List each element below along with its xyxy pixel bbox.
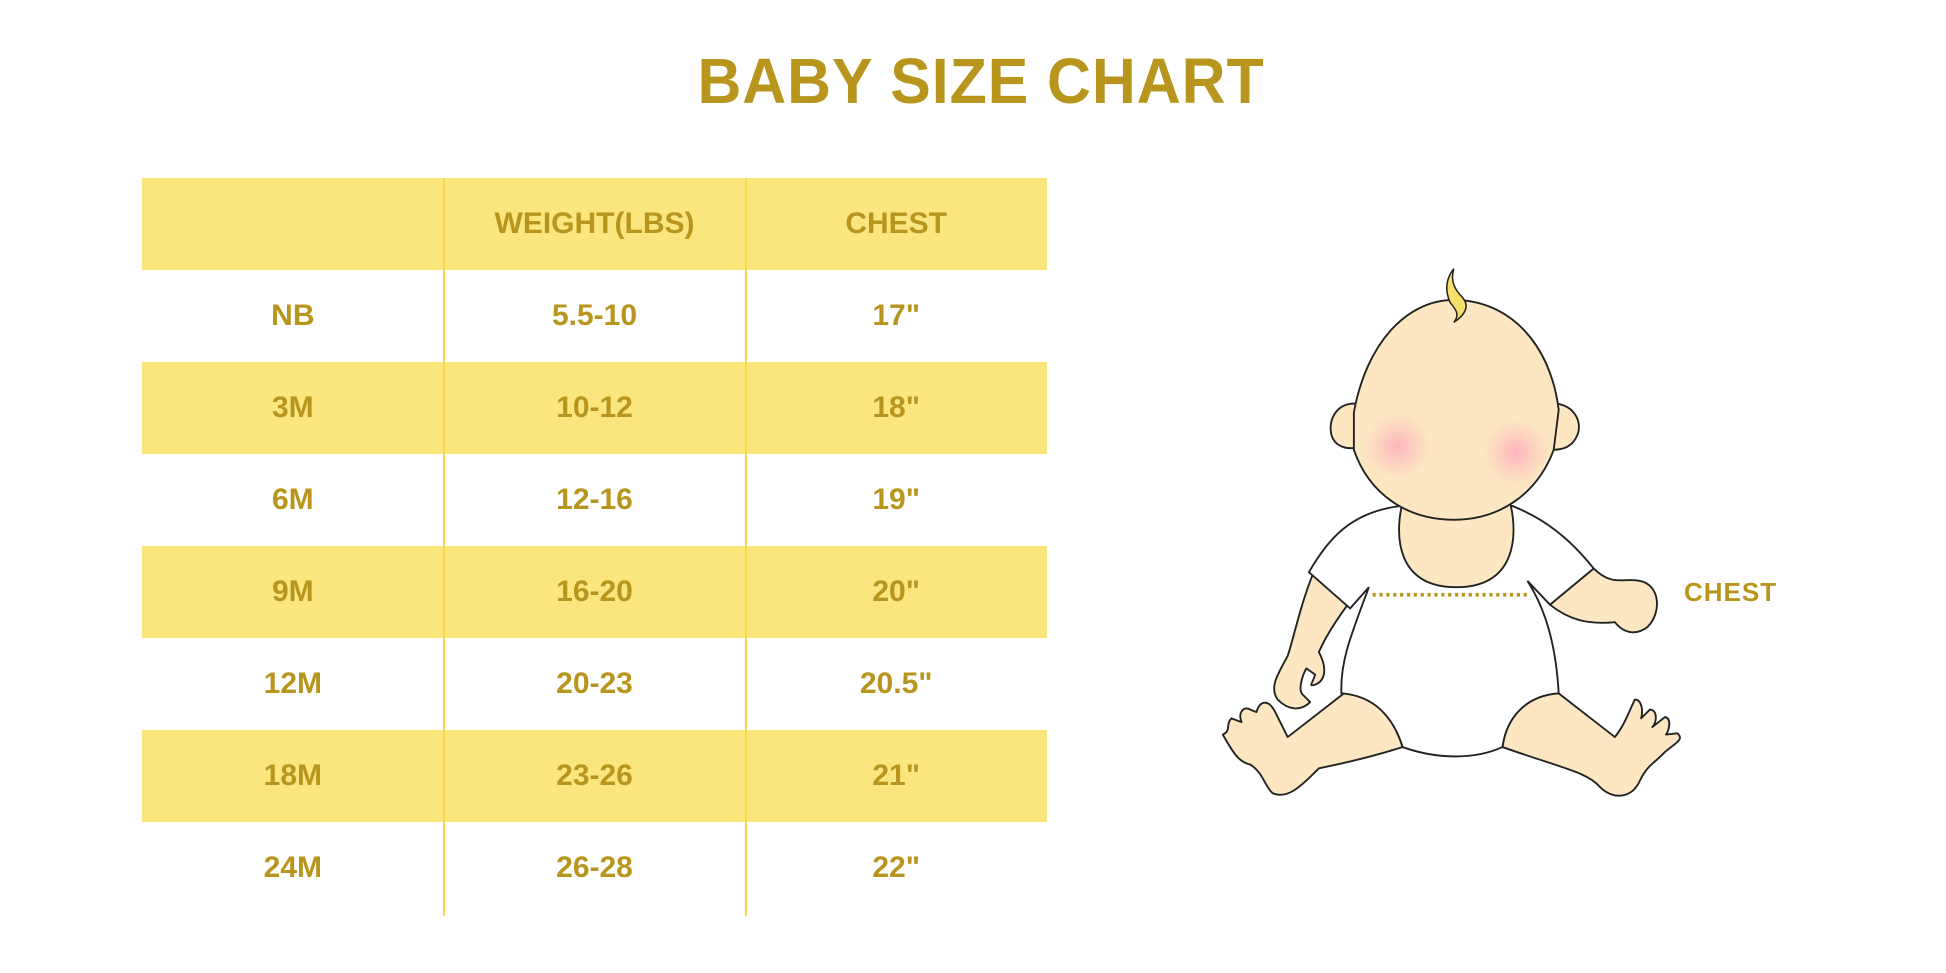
size-cell: NB <box>271 299 315 332</box>
chest-cell: 21" <box>872 759 920 792</box>
weight-cell: 26-28 <box>556 851 633 884</box>
right-cheek <box>1483 419 1549 485</box>
weight-cell: 23-26 <box>556 759 633 792</box>
right-arm <box>1549 567 1658 634</box>
table-row: 24M 26-28 22" <box>142 822 1047 914</box>
chest-cell: 20.5" <box>859 667 933 700</box>
chest-cell: 22" <box>872 851 920 884</box>
weight-cell: 10-12 <box>556 391 633 424</box>
chest-label: CHEST <box>1684 577 1778 607</box>
page-title: BABY SIZE CHART <box>697 45 1265 117</box>
column-divider <box>443 178 445 916</box>
onesie <box>1307 505 1595 758</box>
table-row: 3M 10-12 18" <box>142 362 1047 454</box>
table-header-row: WEIGHT(LBS) CHEST <box>142 178 1047 270</box>
column-divider <box>745 178 747 916</box>
table-row: 6M 12-16 19" <box>142 454 1047 546</box>
size-cell: 6M <box>271 483 314 516</box>
table-row: 18M 23-26 21" <box>142 730 1047 822</box>
weight-cell: 20-23 <box>556 667 633 700</box>
size-cell: 12M <box>263 667 323 700</box>
right-leg <box>1501 692 1681 797</box>
size-cell: 18M <box>263 759 323 792</box>
header-size <box>142 178 444 270</box>
chest-cell: 20" <box>872 575 920 608</box>
header-chest: CHEST <box>845 207 948 240</box>
baby-illustration <box>1221 268 1681 797</box>
neck <box>1398 501 1515 589</box>
right-ear <box>1551 402 1580 451</box>
weight-cell: 16-20 <box>556 575 633 608</box>
left-ear <box>1329 402 1360 450</box>
weight-cell: 5.5-10 <box>551 299 638 332</box>
table-row: 12M 20-23 20.5" <box>142 638 1047 730</box>
table-row: NB 5.5-10 17" <box>142 270 1047 362</box>
chest-cell: 18" <box>872 391 920 424</box>
chest-cell: 17" <box>872 299 920 332</box>
table-row: 9M 16-20 20" <box>142 546 1047 638</box>
head <box>1352 299 1560 521</box>
left-leg <box>1221 692 1404 796</box>
weight-cell: 12-16 <box>556 483 633 516</box>
size-table: WEIGHT(LBS) CHEST NB 5.5-10 17" 3M 10-12 18" 6… <box>142 178 1047 916</box>
size-cell: 3M <box>271 391 314 424</box>
chest-cell: 19" <box>872 483 920 516</box>
size-cell: 9M <box>271 575 314 608</box>
left-cheek <box>1365 413 1431 479</box>
left-arm <box>1273 573 1349 710</box>
size-cell: 24M <box>263 851 323 884</box>
hair-curl <box>1446 268 1467 324</box>
header-weight: WEIGHT(LBS) <box>494 207 695 240</box>
